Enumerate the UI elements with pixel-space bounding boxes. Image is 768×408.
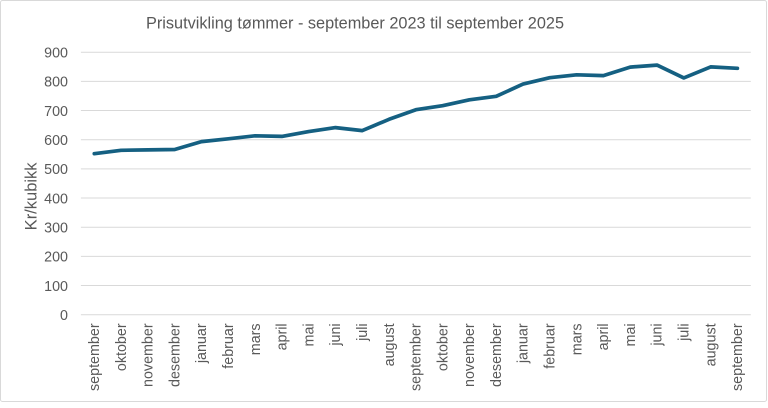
svg-text:500: 500 xyxy=(44,162,68,178)
svg-text:november: november xyxy=(462,323,478,387)
svg-text:juni: juni xyxy=(328,323,344,346)
svg-text:april: april xyxy=(596,323,612,350)
svg-text:200: 200 xyxy=(44,250,68,266)
svg-text:700: 700 xyxy=(44,104,68,120)
svg-text:februar: februar xyxy=(221,323,237,369)
svg-text:0: 0 xyxy=(60,308,68,324)
svg-text:mai: mai xyxy=(623,323,639,346)
svg-text:juli: juli xyxy=(355,323,371,341)
svg-text:mai: mai xyxy=(301,323,317,346)
svg-text:januar: januar xyxy=(516,323,532,364)
svg-text:Prisutvikling tømmer - septemb: Prisutvikling tømmer - september 2023 ti… xyxy=(146,15,564,33)
svg-text:800: 800 xyxy=(44,75,68,91)
svg-text:oktober: oktober xyxy=(435,323,451,371)
svg-text:november: november xyxy=(141,323,157,387)
svg-text:desember: desember xyxy=(489,323,505,387)
svg-text:900: 900 xyxy=(44,46,68,62)
svg-text:april: april xyxy=(275,323,291,350)
svg-text:juni: juni xyxy=(650,323,666,346)
svg-text:august: august xyxy=(382,323,398,366)
svg-text:desember: desember xyxy=(167,323,183,387)
svg-text:juli: juli xyxy=(677,323,693,341)
svg-text:600: 600 xyxy=(44,133,68,149)
svg-text:oktober: oktober xyxy=(114,323,130,371)
svg-text:september: september xyxy=(87,323,103,391)
svg-text:Kr/kubikk: Kr/kubikk xyxy=(22,162,40,231)
svg-text:september: september xyxy=(409,323,425,391)
svg-text:100: 100 xyxy=(44,279,68,295)
svg-text:januar: januar xyxy=(194,323,210,364)
svg-text:september: september xyxy=(730,323,746,391)
svg-text:mars: mars xyxy=(569,323,585,355)
svg-text:februar: februar xyxy=(543,323,559,369)
svg-text:300: 300 xyxy=(44,221,68,237)
svg-text:august: august xyxy=(703,323,719,366)
svg-text:400: 400 xyxy=(44,191,68,207)
svg-text:mars: mars xyxy=(248,323,264,355)
